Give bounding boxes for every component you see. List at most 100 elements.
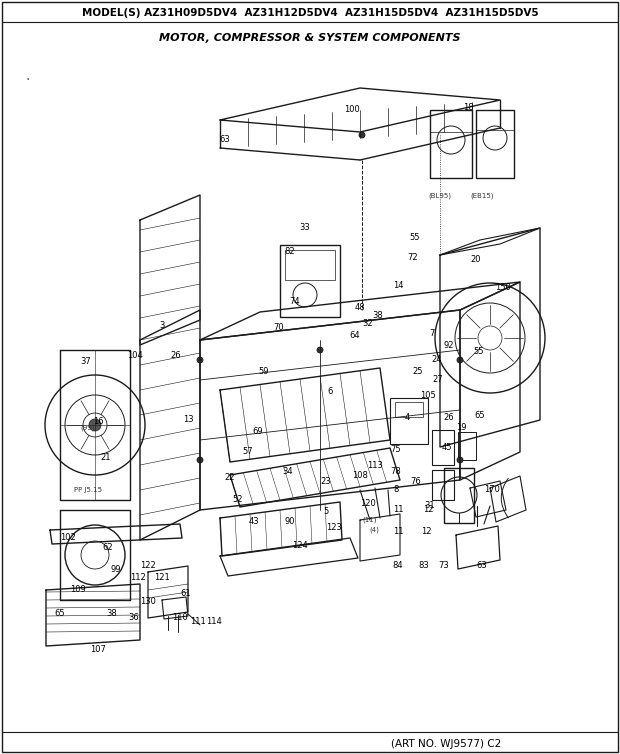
Text: 11: 11 bbox=[392, 528, 403, 537]
Text: 150: 150 bbox=[495, 284, 511, 293]
Text: 12: 12 bbox=[421, 528, 432, 537]
Text: 108: 108 bbox=[352, 471, 368, 480]
Text: 45: 45 bbox=[441, 443, 452, 452]
Text: 121: 121 bbox=[154, 572, 170, 581]
Text: 65: 65 bbox=[475, 412, 485, 421]
Text: 123: 123 bbox=[326, 523, 342, 532]
Text: 105: 105 bbox=[420, 391, 436, 400]
Text: 6: 6 bbox=[327, 388, 333, 397]
Text: 92: 92 bbox=[444, 342, 454, 351]
Text: 78: 78 bbox=[391, 467, 401, 476]
Text: PP J5.15: PP J5.15 bbox=[74, 487, 102, 493]
Text: 20: 20 bbox=[471, 256, 481, 265]
Bar bbox=[280, 245, 340, 317]
Text: 112: 112 bbox=[130, 574, 146, 583]
Text: 11: 11 bbox=[392, 505, 403, 514]
Text: 27: 27 bbox=[433, 375, 443, 385]
Text: 122: 122 bbox=[140, 560, 156, 569]
Bar bbox=[432, 470, 454, 500]
Text: 65: 65 bbox=[55, 609, 65, 618]
Text: 130: 130 bbox=[140, 597, 156, 606]
Text: 12: 12 bbox=[423, 505, 433, 514]
Text: 36: 36 bbox=[128, 614, 140, 623]
Text: 109: 109 bbox=[70, 586, 86, 594]
Text: ·: · bbox=[26, 73, 30, 87]
Text: 38: 38 bbox=[107, 609, 117, 618]
Bar bbox=[285, 250, 335, 280]
Text: 113: 113 bbox=[367, 461, 383, 470]
Text: 13: 13 bbox=[183, 415, 193, 425]
Text: 124: 124 bbox=[292, 541, 308, 550]
Text: 170: 170 bbox=[484, 486, 500, 495]
Text: 3: 3 bbox=[159, 321, 165, 330]
Text: (99): (99) bbox=[81, 425, 95, 431]
Text: 19: 19 bbox=[456, 424, 466, 433]
Text: 55: 55 bbox=[410, 234, 420, 243]
Circle shape bbox=[197, 357, 203, 363]
Bar bbox=[395, 402, 423, 417]
Text: 111: 111 bbox=[190, 618, 206, 627]
Text: 100: 100 bbox=[344, 106, 360, 115]
Text: 24: 24 bbox=[432, 355, 442, 364]
Bar bbox=[444, 468, 474, 523]
Bar bbox=[390, 398, 428, 444]
Text: 26: 26 bbox=[170, 351, 181, 360]
Text: 32: 32 bbox=[363, 320, 373, 329]
Text: 7: 7 bbox=[429, 329, 435, 339]
Bar bbox=[430, 110, 472, 178]
Text: 26: 26 bbox=[444, 413, 454, 422]
Text: 4: 4 bbox=[404, 413, 410, 422]
Text: 102: 102 bbox=[60, 534, 76, 542]
Text: 22: 22 bbox=[224, 474, 235, 483]
Text: 38: 38 bbox=[373, 311, 383, 320]
Text: 31: 31 bbox=[425, 501, 435, 510]
Text: 21: 21 bbox=[100, 453, 111, 462]
Text: 52: 52 bbox=[232, 495, 243, 504]
Bar bbox=[432, 430, 454, 465]
Text: 48: 48 bbox=[355, 304, 365, 312]
Text: 63: 63 bbox=[477, 562, 487, 571]
Text: 73: 73 bbox=[438, 562, 450, 571]
Text: 18: 18 bbox=[463, 103, 473, 112]
Circle shape bbox=[359, 132, 365, 138]
Circle shape bbox=[197, 457, 203, 463]
Text: 34: 34 bbox=[283, 467, 293, 477]
Text: 25: 25 bbox=[413, 367, 423, 376]
Bar bbox=[476, 110, 514, 178]
Text: 59: 59 bbox=[259, 367, 269, 376]
Text: 84: 84 bbox=[392, 562, 404, 571]
Circle shape bbox=[89, 419, 101, 431]
Text: 57: 57 bbox=[242, 448, 254, 456]
Text: 16: 16 bbox=[92, 418, 104, 427]
Text: 72: 72 bbox=[408, 253, 419, 262]
Text: MOTOR, COMPRESSOR & SYSTEM COMPONENTS: MOTOR, COMPRESSOR & SYSTEM COMPONENTS bbox=[159, 33, 461, 43]
Text: (BL95): (BL95) bbox=[428, 193, 451, 199]
Text: 76: 76 bbox=[410, 477, 422, 486]
Circle shape bbox=[457, 357, 463, 363]
Text: 75: 75 bbox=[391, 446, 401, 455]
Text: 90: 90 bbox=[285, 517, 295, 526]
Text: 114: 114 bbox=[206, 618, 222, 627]
Text: 64: 64 bbox=[350, 332, 360, 341]
Text: 104: 104 bbox=[127, 351, 143, 360]
Text: 43: 43 bbox=[249, 517, 259, 526]
Text: 74: 74 bbox=[290, 298, 300, 306]
Text: 61: 61 bbox=[180, 590, 192, 599]
Text: 23: 23 bbox=[321, 477, 331, 486]
Text: 70: 70 bbox=[273, 323, 285, 333]
Text: 82: 82 bbox=[285, 247, 295, 256]
Text: 14: 14 bbox=[392, 280, 403, 290]
Text: 8: 8 bbox=[393, 486, 399, 495]
Text: 110: 110 bbox=[172, 614, 188, 623]
Text: (EB15): (EB15) bbox=[470, 193, 494, 199]
Text: 99: 99 bbox=[111, 566, 122, 575]
Text: 107: 107 bbox=[90, 645, 106, 654]
Text: (ART NO. WJ9577) C2: (ART NO. WJ9577) C2 bbox=[391, 739, 502, 749]
Text: 83: 83 bbox=[418, 562, 430, 571]
Text: MODEL(S) AZ31H09D5DV4  AZ31H12D5DV4  AZ31H15D5DV4  AZ31H15D5DV5: MODEL(S) AZ31H09D5DV4 AZ31H12D5DV4 AZ31H… bbox=[82, 8, 538, 18]
Text: 69: 69 bbox=[253, 428, 264, 437]
Circle shape bbox=[457, 457, 463, 463]
Text: 55: 55 bbox=[474, 348, 484, 357]
Text: 63: 63 bbox=[219, 136, 231, 145]
Circle shape bbox=[317, 347, 323, 353]
